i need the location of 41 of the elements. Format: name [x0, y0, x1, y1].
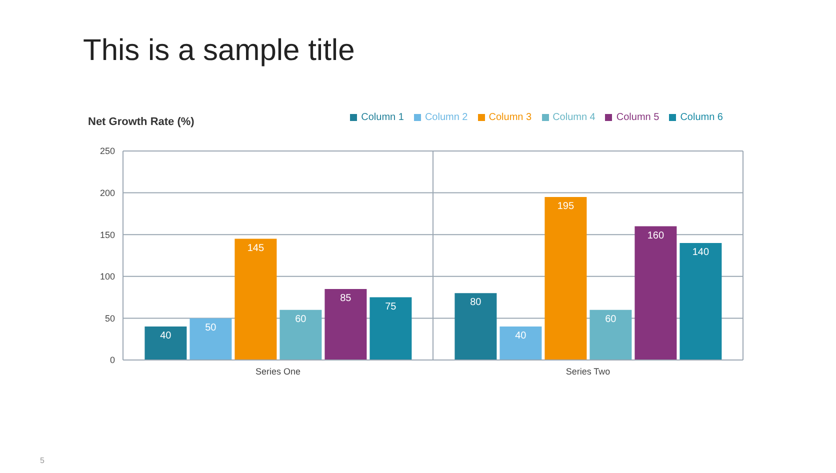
bar — [680, 242, 722, 360]
legend-label: Column 6 — [680, 112, 723, 123]
data-label: 40 — [160, 330, 172, 342]
y-tick-label: 50 — [104, 313, 115, 324]
y-tick-label: 200 — [100, 188, 115, 198]
y-tick-label: 0 — [110, 355, 115, 366]
bar — [234, 238, 277, 360]
chart-title: This is a sample title — [83, 34, 355, 68]
bar — [454, 293, 497, 360]
data-label: 40 — [515, 330, 527, 342]
x-tick-label: Series One — [255, 366, 301, 376]
data-label: 195 — [557, 201, 574, 212]
legend-label: Column 5 — [616, 112, 660, 123]
bar — [590, 310, 632, 360]
data-label: 80 — [470, 297, 482, 308]
data-label: 145 — [247, 242, 264, 254]
legend-label: Column 2 — [424, 112, 468, 123]
bar — [500, 326, 542, 360]
y-tick-label: 250 — [100, 146, 115, 156]
y-tick-label: 100 — [100, 272, 115, 282]
bar — [544, 196, 587, 360]
legend-label: Column 4 — [552, 112, 596, 123]
data-label: 60 — [295, 314, 307, 325]
bar — [634, 226, 677, 360]
data-label: 160 — [647, 230, 664, 242]
bar — [280, 310, 322, 360]
data-label: 60 — [605, 314, 617, 325]
x-tick-label: Series Two — [566, 366, 610, 376]
data-label: 85 — [340, 293, 352, 304]
bar — [144, 326, 187, 360]
data-label: 50 — [205, 322, 217, 334]
legend-label: Column 3 — [488, 112, 532, 123]
y-axis-title: Net Growth Rate (%) — [88, 116, 194, 128]
bar — [190, 318, 232, 360]
bar — [370, 297, 412, 360]
data-label: 75 — [385, 301, 397, 312]
y-tick-label: 150 — [100, 230, 115, 240]
bar — [324, 288, 367, 360]
legend-label: Column 1 — [361, 112, 404, 123]
data-label: 140 — [692, 247, 710, 258]
text: 5 — [40, 456, 44, 465]
